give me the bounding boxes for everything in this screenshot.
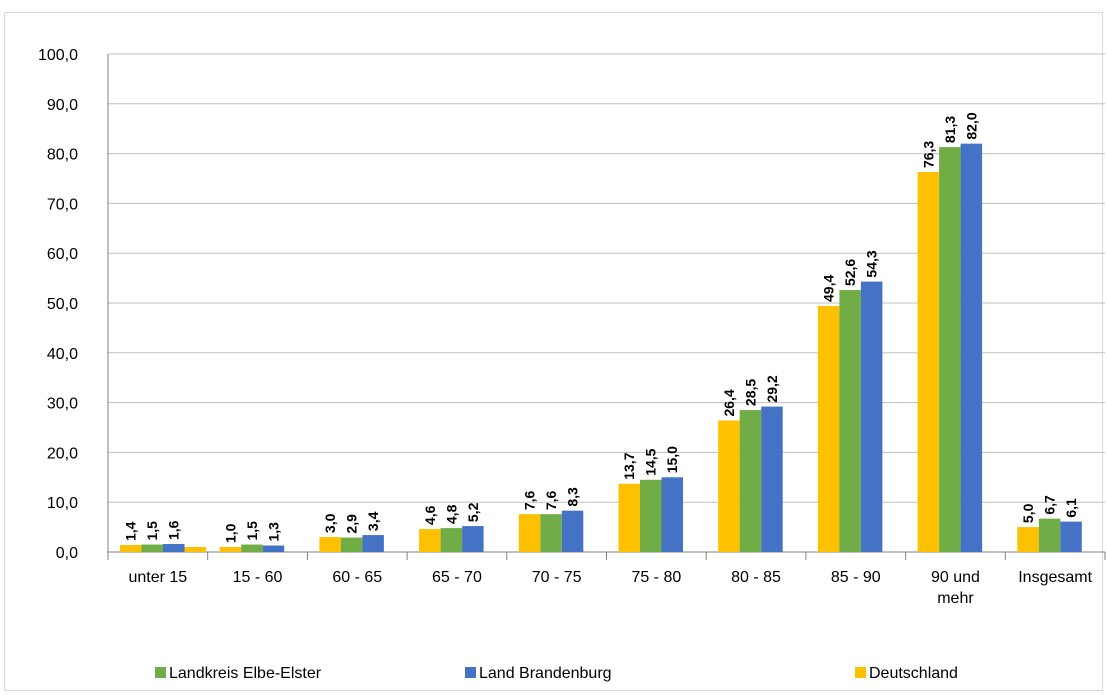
data-label: 52,6 — [842, 259, 858, 286]
data-label: 1,6 — [166, 520, 182, 540]
data-label: 81,3 — [942, 116, 958, 143]
category-label: mehr — [937, 590, 974, 607]
data-label: 26,4 — [721, 389, 737, 416]
category-label: 65 - 70 — [432, 569, 482, 586]
data-label: 5,2 — [465, 502, 481, 522]
data-label: 8,3 — [565, 487, 581, 507]
y-tick-label: 30,0 — [47, 396, 78, 413]
bar — [817, 305, 840, 552]
data-label: 82,0 — [963, 112, 979, 139]
bar — [761, 406, 783, 552]
bar — [340, 537, 363, 552]
data-label: 4,8 — [443, 504, 459, 524]
y-tick-label: 20,0 — [47, 445, 78, 462]
legend-swatch — [155, 667, 166, 678]
y-tick-label: 90,0 — [47, 97, 78, 114]
bar — [739, 410, 762, 552]
bar — [518, 514, 541, 552]
category-label: 75 - 80 — [631, 569, 681, 586]
data-label: 1,4 — [123, 521, 139, 541]
legend-swatch — [855, 667, 866, 678]
y-tick-label: 0,0 — [56, 545, 78, 562]
category-label: 85 - 90 — [831, 569, 881, 586]
bar — [618, 483, 640, 552]
y-tick-label: 80,0 — [47, 147, 78, 164]
bar — [960, 143, 983, 552]
data-label: 2,9 — [344, 514, 360, 534]
y-tick-label: 50,0 — [47, 296, 78, 313]
category-label: 80 - 85 — [731, 569, 781, 586]
bar — [362, 535, 384, 552]
legend-swatch — [465, 667, 476, 678]
bar — [219, 547, 242, 552]
bar — [939, 147, 961, 552]
y-tick-label: 10,0 — [47, 495, 78, 512]
data-label: 1,5 — [144, 521, 160, 541]
bar — [141, 544, 163, 552]
legend-label: Landkreis Elbe-Elster — [169, 665, 322, 682]
category-label: Insgesamt — [1018, 569, 1092, 586]
bar — [860, 281, 883, 552]
data-label: 7,6 — [522, 490, 538, 510]
category-label: unter 15 — [128, 569, 187, 586]
data-label: 3,0 — [322, 513, 338, 533]
data-label: 6,1 — [1063, 498, 1079, 518]
data-label: 14,5 — [643, 448, 659, 475]
bar — [440, 528, 463, 552]
bar — [1060, 521, 1082, 552]
data-label: 4,6 — [422, 505, 438, 525]
bar — [184, 547, 206, 552]
category-label: 70 - 75 — [532, 569, 582, 586]
bar — [561, 510, 584, 552]
bar — [661, 477, 683, 552]
bar — [839, 290, 861, 552]
category-label: 15 - 60 — [233, 569, 283, 586]
legend-label: Deutschland — [869, 665, 958, 682]
data-label: 1,0 — [222, 523, 238, 543]
bar — [262, 545, 285, 552]
bar — [120, 545, 142, 552]
category-label: 60 - 65 — [332, 569, 382, 586]
data-label: 15,0 — [664, 446, 680, 473]
data-label: 28,5 — [742, 379, 758, 406]
data-label: 7,6 — [543, 490, 559, 510]
bar — [718, 420, 740, 552]
category-label: 90 und — [931, 569, 980, 586]
data-label: 6,7 — [1042, 495, 1058, 515]
data-label: 54,3 — [864, 250, 880, 277]
bar — [462, 526, 484, 552]
data-label: 49,4 — [821, 275, 837, 302]
bar — [419, 529, 441, 552]
bar — [640, 479, 662, 552]
bar — [1017, 527, 1039, 552]
data-label: 3,4 — [365, 511, 381, 531]
data-label: 5,0 — [1020, 503, 1036, 523]
data-label: 29,2 — [764, 375, 780, 402]
bar — [163, 544, 185, 552]
bar — [540, 514, 562, 552]
bar — [917, 172, 940, 552]
data-label: 76,3 — [920, 141, 936, 168]
y-tick-label: 70,0 — [47, 196, 78, 213]
y-tick-label: 100,0 — [38, 47, 78, 64]
bar — [241, 544, 263, 552]
data-label: 13,7 — [621, 452, 637, 479]
data-label: 1,3 — [265, 522, 281, 542]
y-tick-label: 40,0 — [47, 346, 78, 363]
bar — [1038, 518, 1061, 552]
legend-label: Land Brandenburg — [479, 665, 612, 682]
bar — [319, 537, 341, 552]
data-label: 1,5 — [244, 521, 260, 541]
y-tick-label: 60,0 — [47, 246, 78, 263]
